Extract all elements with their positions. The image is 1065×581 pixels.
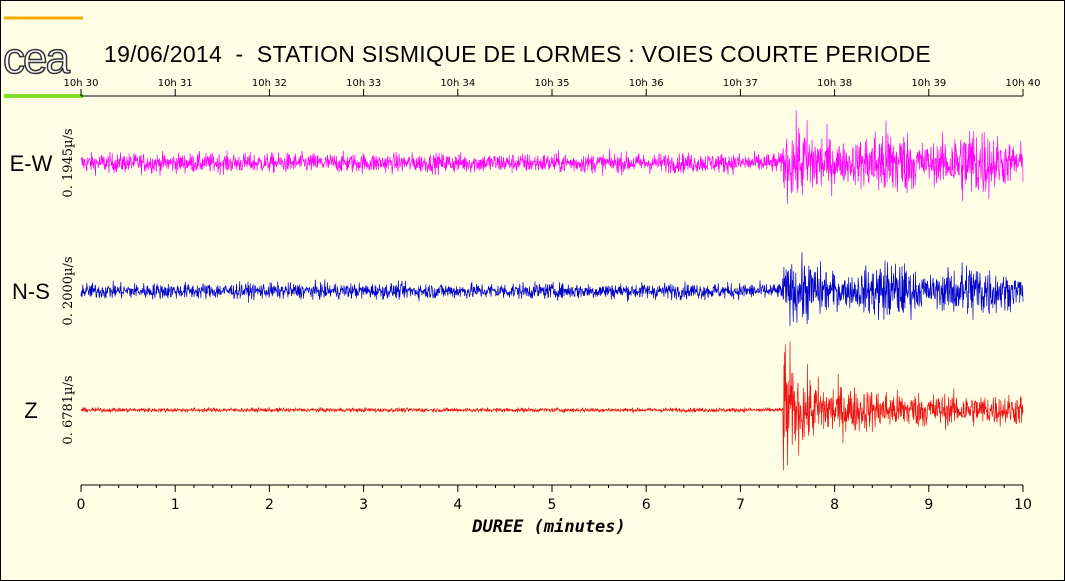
x-tick-label: 0	[77, 497, 86, 513]
x-tick-label: 1	[171, 497, 180, 513]
channel-label: N-S	[12, 279, 50, 304]
time-tick-label: 10h 37	[723, 78, 758, 89]
channel-label: E-W	[10, 151, 53, 176]
time-tick-label: 10h 35	[535, 78, 570, 89]
x-tick-label: 6	[642, 497, 651, 513]
series-trace	[80, 341, 1024, 471]
time-tick-label: 10h 32	[252, 78, 287, 89]
channel-scale-label: 0. 2000µ/s	[61, 256, 76, 325]
time-tick-label: 10h 33	[346, 78, 381, 89]
time-tick-label: 10h 34	[440, 78, 475, 89]
x-axis-label: DUREE (minutes)	[471, 517, 626, 537]
series-trace	[80, 252, 1024, 327]
time-tick-label: 10h 31	[158, 78, 193, 89]
x-tick-label: 7	[736, 497, 745, 513]
x-tick-label: 10	[1014, 497, 1032, 513]
time-tick-label: 10h 30	[64, 78, 99, 89]
x-tick-label: 3	[359, 497, 368, 513]
x-tick-label: 2	[265, 497, 274, 513]
x-tick-label: 5	[548, 497, 557, 513]
channel-scale-label: 0. 1945µ/s	[61, 128, 76, 197]
channel-scale-label: 0. 6781µ/s	[61, 375, 76, 444]
series-trace	[80, 110, 1024, 204]
page-title: 19/06/2014 - STATION SISMIQUE DE LORMES …	[104, 41, 931, 67]
time-tick-label: 10h 36	[629, 78, 664, 89]
cea-logo: cea	[2, 16, 83, 98]
time-tick-label: 10h 38	[817, 78, 852, 89]
x-tick-label: 4	[453, 497, 462, 513]
logo-text: cea	[3, 34, 70, 83]
x-tick-label: 8	[830, 497, 839, 513]
time-tick-label: 10h 39	[911, 78, 946, 89]
x-tick-label: 9	[924, 497, 933, 513]
channel-label: Z	[24, 398, 37, 423]
time-tick-label: 10h 40	[1006, 78, 1041, 89]
